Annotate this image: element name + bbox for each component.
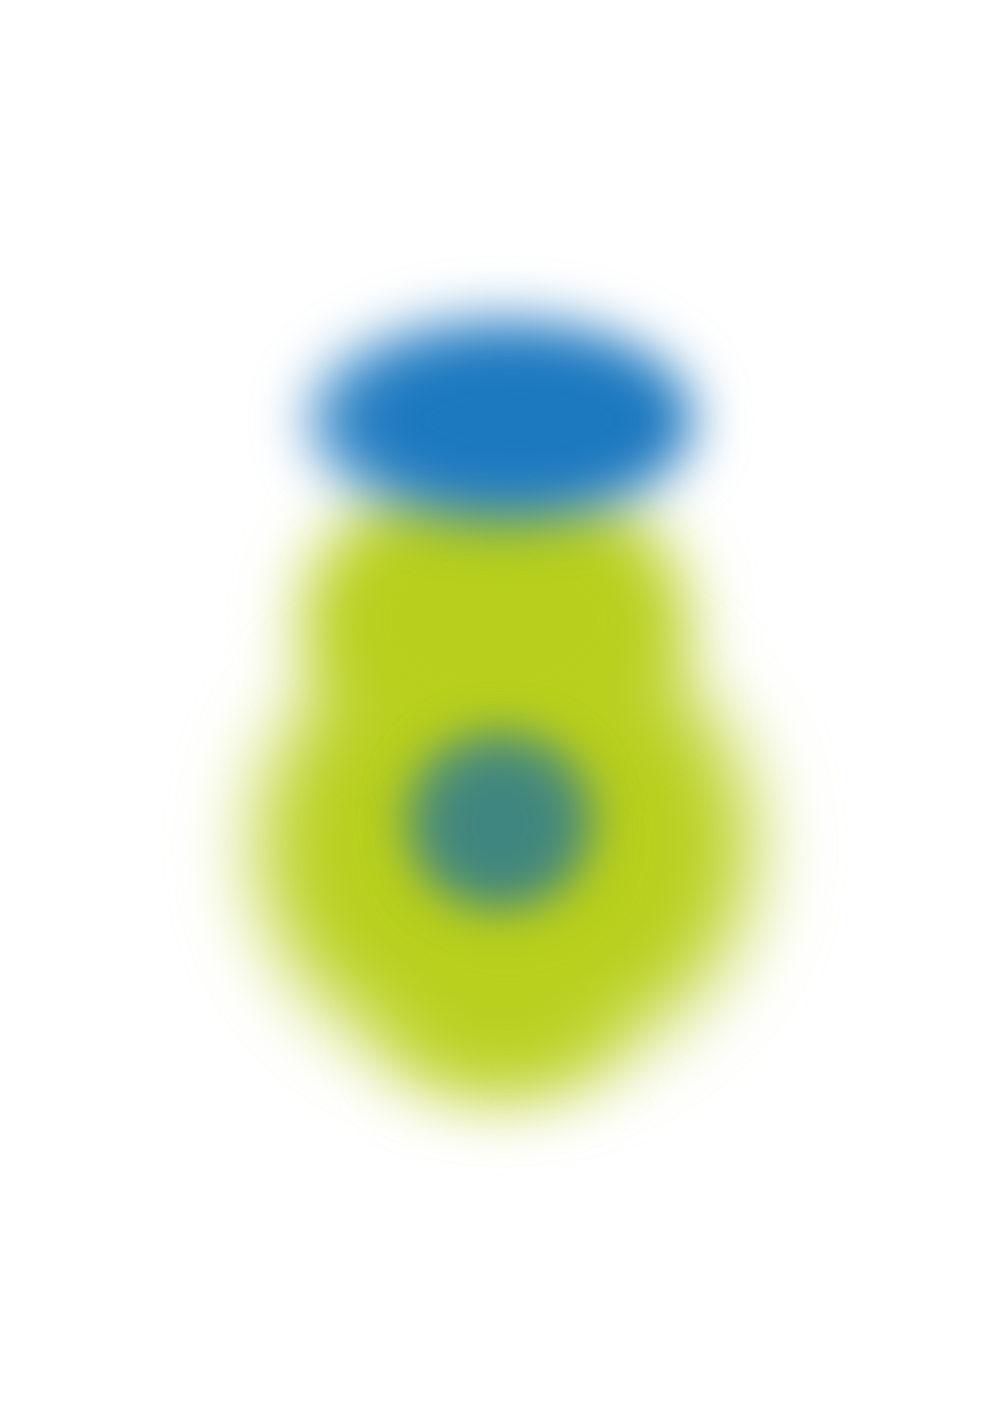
teal-center-spot (400, 725, 600, 915)
blue-cap-blob (305, 315, 695, 525)
